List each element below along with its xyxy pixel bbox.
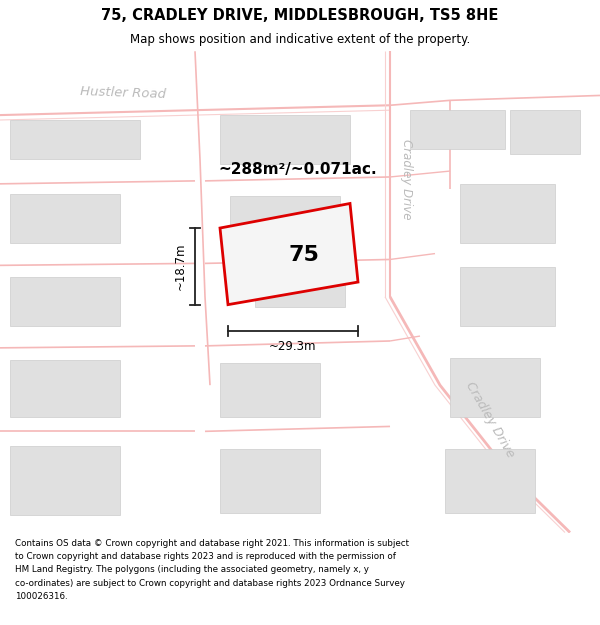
Text: Cradley Drive: Cradley Drive (463, 379, 517, 460)
Polygon shape (220, 449, 320, 513)
Polygon shape (220, 204, 358, 304)
Polygon shape (10, 446, 120, 515)
Polygon shape (255, 258, 345, 307)
Polygon shape (450, 357, 540, 417)
Polygon shape (460, 184, 555, 242)
Polygon shape (10, 120, 140, 159)
Text: ~288m²/~0.071ac.: ~288m²/~0.071ac. (218, 162, 377, 177)
Text: Cradley Drive: Cradley Drive (400, 139, 413, 219)
Text: Map shows position and indicative extent of the property.: Map shows position and indicative extent… (130, 34, 470, 46)
Polygon shape (445, 449, 535, 513)
Text: Hustler Road: Hustler Road (80, 86, 166, 101)
Text: 75: 75 (289, 244, 319, 264)
Text: Contains OS data © Crown copyright and database right 2021. This information is : Contains OS data © Crown copyright and d… (15, 539, 409, 601)
Text: ~18.7m: ~18.7m (174, 242, 187, 290)
Polygon shape (10, 277, 120, 326)
Polygon shape (230, 196, 340, 242)
Polygon shape (510, 110, 580, 154)
Text: ~29.3m: ~29.3m (269, 340, 317, 353)
Polygon shape (10, 194, 120, 242)
Polygon shape (220, 115, 350, 164)
Text: 75, CRADLEY DRIVE, MIDDLESBROUGH, TS5 8HE: 75, CRADLEY DRIVE, MIDDLESBROUGH, TS5 8H… (101, 8, 499, 23)
Polygon shape (460, 268, 555, 326)
Polygon shape (220, 362, 320, 417)
Polygon shape (410, 110, 505, 149)
Polygon shape (10, 359, 120, 417)
